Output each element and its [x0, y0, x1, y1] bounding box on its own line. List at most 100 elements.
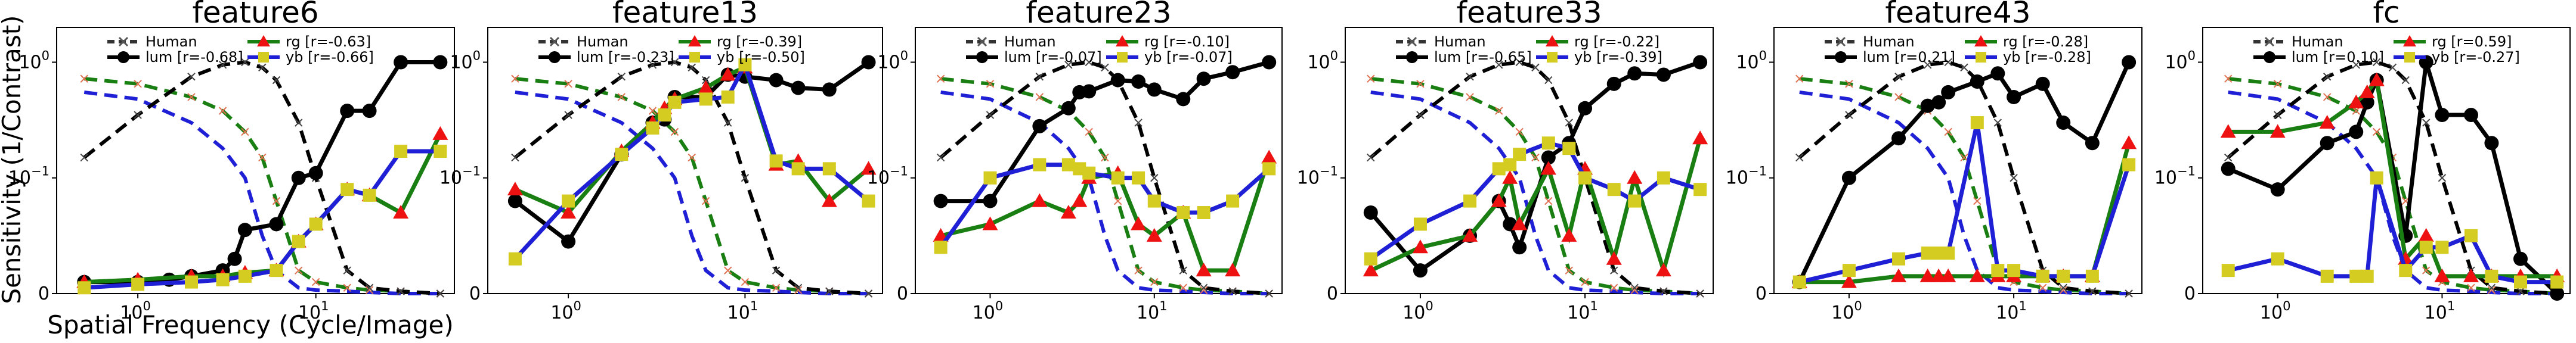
lum-point — [1363, 205, 1378, 220]
legend-label: lum [r=-0.65] — [1434, 49, 1532, 66]
yb-point — [1970, 116, 1984, 130]
yb-point — [2464, 229, 2478, 242]
human-point — [564, 111, 572, 119]
rg-point — [1131, 216, 1147, 230]
lum-point — [269, 217, 284, 232]
yb-point — [184, 275, 198, 289]
y-tick-label: 10−1 — [2154, 164, 2196, 189]
yb-point — [238, 269, 252, 283]
human-point — [1973, 197, 1981, 205]
legend-marker — [1406, 51, 1418, 63]
human-point — [2224, 153, 2233, 162]
rg-series-line — [1799, 142, 2131, 285]
yb-point — [1197, 206, 1210, 220]
rg-point — [1072, 193, 1088, 207]
lum-point — [1841, 170, 1856, 185]
yb-point — [2057, 269, 2070, 283]
human-rg-line — [83, 77, 441, 295]
human-point — [1416, 111, 1425, 119]
human-point — [2323, 93, 2332, 101]
human-point — [2352, 107, 2360, 115]
rg-point — [1032, 193, 1048, 207]
legend-label: yb [r=-0.28] — [2003, 49, 2091, 66]
yb-point — [699, 92, 713, 106]
y-axis-label: Sensitivity (1/Contrast) — [0, 15, 26, 304]
yb-series-line — [1798, 122, 2131, 284]
human-point — [2125, 289, 2133, 298]
legend-marker — [2264, 36, 2275, 47]
yb-point — [1503, 158, 1517, 172]
rg-point — [2368, 72, 2385, 86]
yb-point — [1792, 275, 1806, 289]
human-point — [1179, 266, 1187, 275]
lum-point — [2270, 182, 2285, 197]
x-tick-label: 101 — [1996, 299, 2027, 323]
rg-point — [2121, 135, 2137, 149]
human-point — [1531, 63, 1540, 72]
y-tick-label: 100 — [877, 48, 908, 73]
yb-point — [1693, 183, 1707, 197]
yb-point — [434, 144, 447, 158]
y-tick-label: 10−1 — [867, 164, 908, 189]
human-point — [1795, 153, 1804, 162]
rg-point — [2319, 115, 2335, 129]
yb-point — [1942, 247, 1955, 260]
lum-point — [822, 82, 837, 97]
yb-point — [216, 273, 230, 286]
human-yb-line — [1799, 90, 2129, 295]
human-point — [772, 266, 781, 275]
yb-point — [508, 252, 522, 266]
human-point — [1565, 119, 1574, 127]
yb-point — [2271, 252, 2284, 266]
yb-point — [2419, 241, 2433, 254]
lum-point — [2550, 286, 2565, 301]
chart-title: feature13 — [612, 0, 758, 30]
lum-point — [2435, 108, 2450, 123]
human-point — [2059, 286, 2067, 294]
human-point — [2516, 287, 2525, 295]
yb-point — [2360, 269, 2374, 283]
y-tick-label: 10−1 — [1726, 164, 1767, 189]
yb-point — [738, 58, 752, 71]
human-point — [1085, 58, 1093, 67]
rg-point — [1491, 193, 1507, 207]
lum-point — [2007, 89, 2021, 104]
human-point — [2059, 283, 2067, 292]
human-point — [670, 127, 679, 136]
human-point — [2274, 80, 2282, 88]
lum-point — [1656, 67, 1671, 82]
x-tick-label: 100 — [973, 299, 1004, 323]
rg-point — [1692, 130, 1708, 145]
human-point — [741, 277, 750, 286]
rg-point — [860, 161, 877, 175]
legend-marker — [1835, 36, 1846, 47]
human-point — [1035, 93, 1044, 101]
human-point — [295, 119, 303, 127]
yb-point — [1262, 162, 1276, 176]
yb-point — [1991, 264, 2005, 277]
yb-point — [2513, 275, 2527, 289]
lum-point — [2056, 116, 2071, 130]
y-tick-label: 0 — [469, 283, 481, 304]
human-point — [1894, 93, 1903, 101]
lum-point — [308, 166, 323, 180]
rg-point — [1655, 263, 1671, 277]
legend-label: lum [r=0.10] — [2292, 49, 2384, 66]
human-point — [564, 80, 572, 88]
lum-point — [1578, 101, 1593, 116]
lum-point — [1606, 76, 1621, 91]
yb-point — [658, 108, 671, 122]
human-point — [1923, 61, 1932, 69]
chart-title: feature6 — [192, 0, 318, 30]
legend-marker — [549, 51, 561, 63]
lum-point — [861, 55, 876, 70]
rg-point — [1412, 239, 1428, 254]
rg-point — [1940, 268, 1956, 282]
rg-point — [1891, 268, 1907, 282]
human-point — [1581, 277, 1589, 286]
yb-point — [270, 264, 283, 277]
human-point — [1659, 287, 1668, 295]
human-point — [617, 93, 626, 101]
human-point — [295, 266, 303, 275]
